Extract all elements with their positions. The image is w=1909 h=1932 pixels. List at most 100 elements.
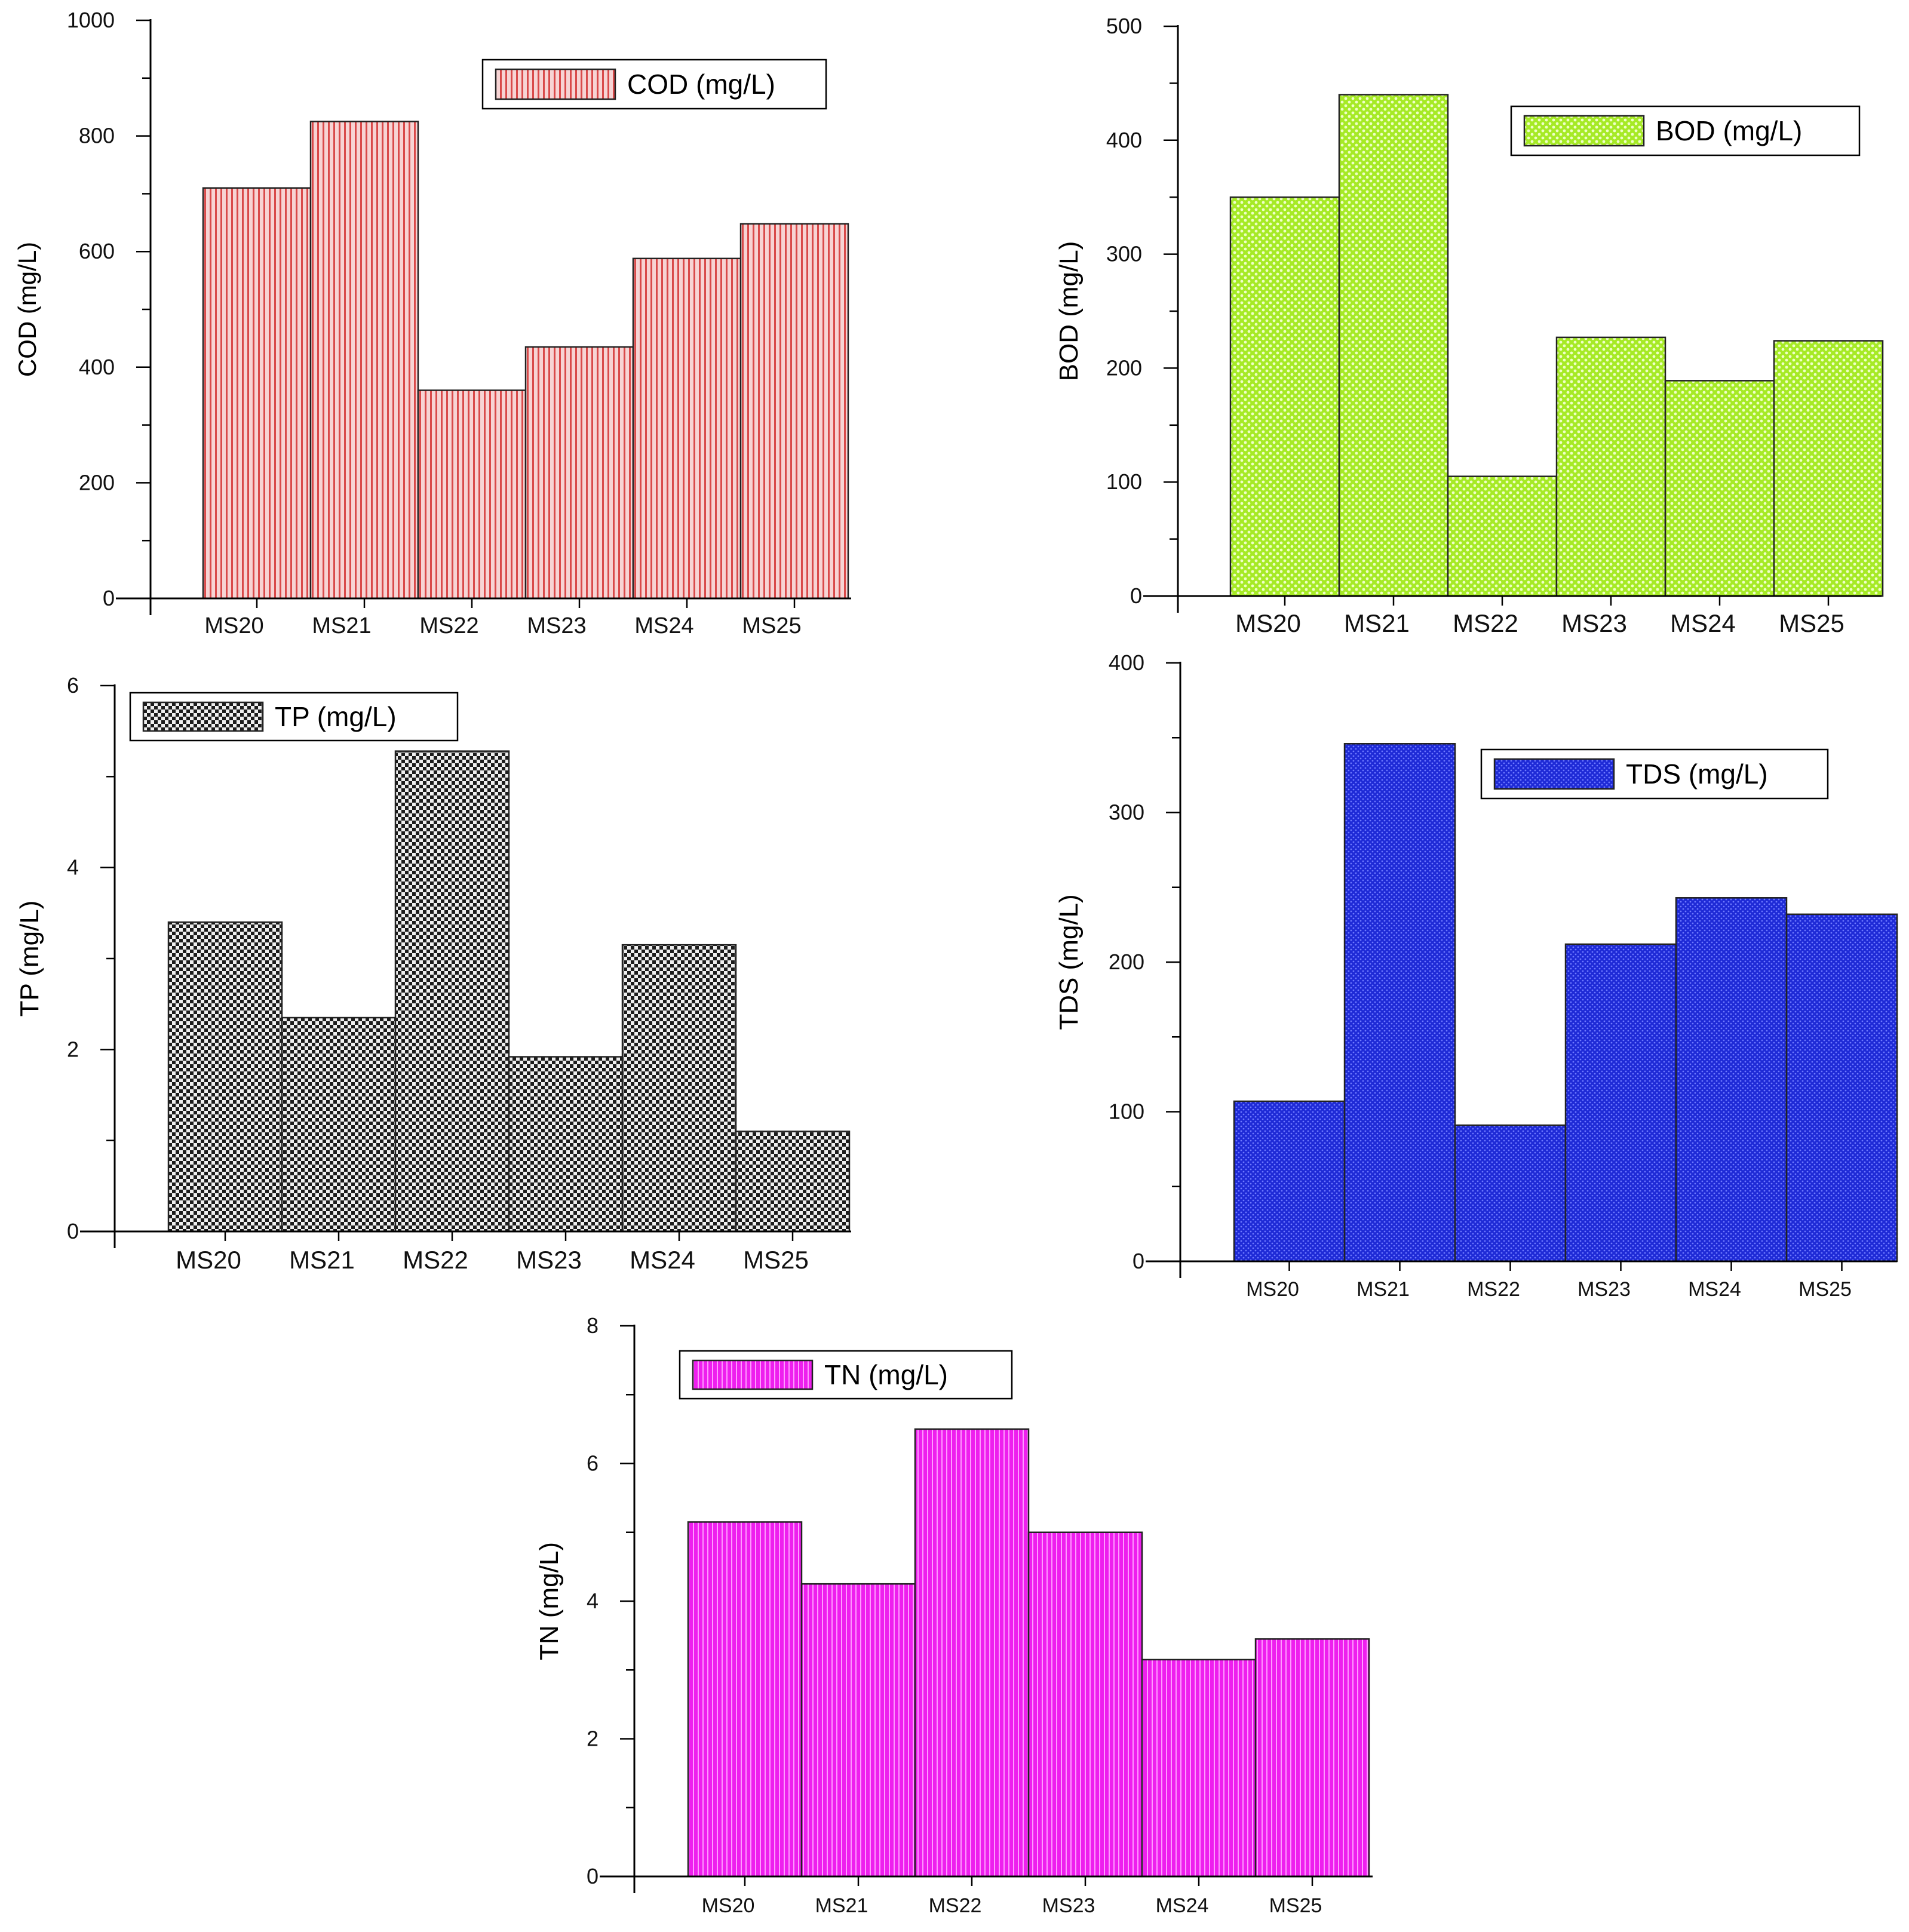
tp-y-tick-label: 0 xyxy=(67,1219,79,1243)
cod-x-tick-label: MS24 xyxy=(634,613,693,638)
tds-x-tick-label: MS25 xyxy=(1798,1278,1852,1301)
tn-y-tick-label: 4 xyxy=(587,1589,599,1613)
cod-x-tick-label: MS20 xyxy=(204,613,263,638)
tp-y-tick-label: 6 xyxy=(67,673,79,698)
cod-bar-ms22 xyxy=(417,389,527,600)
tds-y-tick-label: 0 xyxy=(1132,1249,1144,1273)
cod-y-tick-label: 800 xyxy=(79,124,115,148)
bod-legend-label: BOD (mg/L) xyxy=(1656,115,1802,146)
tn-x-tick-label: MS24 xyxy=(1156,1894,1209,1917)
tn-x-tick-label: MS22 xyxy=(929,1894,982,1917)
cod-bar-ms21 xyxy=(309,121,419,600)
cod-x-tick-label: MS23 xyxy=(527,613,586,638)
tp-y-tick-label: 4 xyxy=(67,855,79,880)
tn-x-tick-label: MS21 xyxy=(815,1894,868,1917)
cod-bar-ms20 xyxy=(202,187,312,600)
bod-x-tick-label: MS22 xyxy=(1453,609,1518,637)
tn-y-tick-label: 2 xyxy=(587,1727,599,1751)
tn-bar-ms21 xyxy=(800,1583,916,1878)
cod-legend-swatch xyxy=(495,68,616,100)
cod-legend: COD (mg/L) xyxy=(481,59,827,110)
cod-bar-ms24 xyxy=(632,257,742,600)
cod-y-tick-label: 1000 xyxy=(67,8,115,32)
cod-legend-label: COD (mg/L) xyxy=(627,69,775,100)
tds-y-tick-label: 200 xyxy=(1109,950,1144,974)
tds-x-tick-label: MS24 xyxy=(1688,1278,1741,1301)
tn-bar-ms22 xyxy=(914,1428,1030,1878)
tds-y-tick-label: 100 xyxy=(1109,1099,1144,1124)
tds-x-tick-label: MS21 xyxy=(1356,1278,1410,1301)
tp-y-axis-title: TP (mg/L) xyxy=(15,901,44,1017)
tp-legend-box xyxy=(129,692,459,742)
bod-y-tick-label: 500 xyxy=(1106,14,1142,38)
tds-chart: 0 100 200 300 400 MS20 MS21 MS22 MS23 MS24 MS25 TDS… xyxy=(1054,650,1898,1301)
tds-bar-ms22 xyxy=(1454,1124,1567,1263)
tn-chart: 0 2 4 6 8 MS20 MS21 MS22 MS23 MS24 MS25 TN (mg/L) TN… xyxy=(535,1313,1373,1917)
bod-y-axis-title: BOD (mg/L) xyxy=(1054,241,1084,382)
bod-y-tick-label: 100 xyxy=(1106,469,1142,494)
tn-y-tick-label: 0 xyxy=(587,1864,599,1888)
cod-y-tick-label: 0 xyxy=(103,586,115,610)
cod-x-tick-label: MS25 xyxy=(742,613,801,638)
tds-legend: TDS (mg/L) xyxy=(1480,748,1829,800)
tp-legend-swatch xyxy=(142,701,264,732)
tds-bar-ms25 xyxy=(1785,913,1898,1263)
tds-legend-swatch xyxy=(1493,758,1615,790)
tp-x-tick-label: MS24 xyxy=(630,1246,695,1274)
tp-chart: 0 2 4 6 MS20 MS21 MS22 MS23 MS24 MS25 TP (mg/L) TP … xyxy=(15,673,851,1274)
tn-y-tick-label: 8 xyxy=(587,1313,599,1338)
bod-y-tick-label: 200 xyxy=(1106,355,1142,380)
bod-y-tick-label: 0 xyxy=(1130,583,1142,608)
tp-x-tick-label: MS25 xyxy=(743,1246,809,1274)
tp-x-tick-label: MS23 xyxy=(516,1246,582,1274)
tp-bar-ms24 xyxy=(621,944,737,1233)
cod-x-tick-label: MS21 xyxy=(312,613,371,638)
tn-bar-ms20 xyxy=(687,1521,803,1878)
tn-x-tick-label: MS20 xyxy=(702,1894,755,1917)
tn-legend: TN (mg/L) xyxy=(679,1350,1013,1400)
bod-y-tick-label: 300 xyxy=(1106,242,1142,266)
bod-bar-ms21 xyxy=(1338,94,1449,597)
tds-x-tick-label: MS23 xyxy=(1577,1278,1631,1301)
tn-bar-ms23 xyxy=(1027,1531,1143,1878)
bod-legend-swatch xyxy=(1523,115,1645,147)
tp-bar-ms22 xyxy=(394,750,510,1233)
cod-bar-ms25 xyxy=(739,223,849,600)
tn-x-tick-label: MS23 xyxy=(1042,1894,1095,1917)
tp-bar-ms23 xyxy=(508,1056,624,1233)
cod-y-tick-label: 400 xyxy=(79,355,115,379)
bod-y-tick-label: 400 xyxy=(1106,128,1142,152)
bod-x-tick-label: MS21 xyxy=(1344,609,1410,637)
bod-x-tick-label: MS24 xyxy=(1670,609,1736,637)
tp-legend-label: TP (mg/L) xyxy=(275,701,397,732)
bod-bar-ms25 xyxy=(1773,340,1884,597)
bod-x-tick-label: MS25 xyxy=(1779,609,1844,637)
tds-y-tick-label: 400 xyxy=(1109,650,1144,675)
tn-x-tick-label: MS25 xyxy=(1269,1894,1322,1917)
tds-bar-ms21 xyxy=(1343,743,1456,1263)
cod-bar-ms23 xyxy=(524,346,634,600)
tp-x-tick-label: MS22 xyxy=(403,1246,468,1274)
tds-bar-ms23 xyxy=(1564,943,1677,1263)
bod-x-tick-label: MS23 xyxy=(1561,609,1627,637)
tn-bar-ms25 xyxy=(1254,1638,1370,1878)
bod-bar-ms23 xyxy=(1555,336,1666,597)
tp-x-tick-label: MS20 xyxy=(176,1246,241,1274)
tn-y-axis-title: TN (mg/L) xyxy=(535,1542,564,1660)
tds-y-axis-title: TDS (mg/L) xyxy=(1054,894,1084,1030)
cod-chart: 0 200 400 600 800 1000 MS20 MS21 MS22 MS23 MS24 MS2… xyxy=(13,8,851,638)
cod-y-tick-label: 600 xyxy=(79,239,115,263)
tp-x-tick-label: MS21 xyxy=(289,1246,355,1274)
tp-bar-ms21 xyxy=(281,1016,397,1233)
bod-bar-ms22 xyxy=(1447,475,1558,597)
tp-legend: TP (mg/L) xyxy=(129,692,459,742)
tds-x-tick-label: MS20 xyxy=(1246,1278,1299,1301)
tds-bar-ms24 xyxy=(1675,897,1788,1263)
bod-bar-ms20 xyxy=(1229,196,1340,597)
tds-x-tick-label: MS22 xyxy=(1467,1278,1520,1301)
tp-bar-ms25 xyxy=(735,1131,851,1233)
tn-legend-label: TN (mg/L) xyxy=(824,1359,948,1390)
tds-legend-label: TDS (mg/L) xyxy=(1626,758,1768,790)
